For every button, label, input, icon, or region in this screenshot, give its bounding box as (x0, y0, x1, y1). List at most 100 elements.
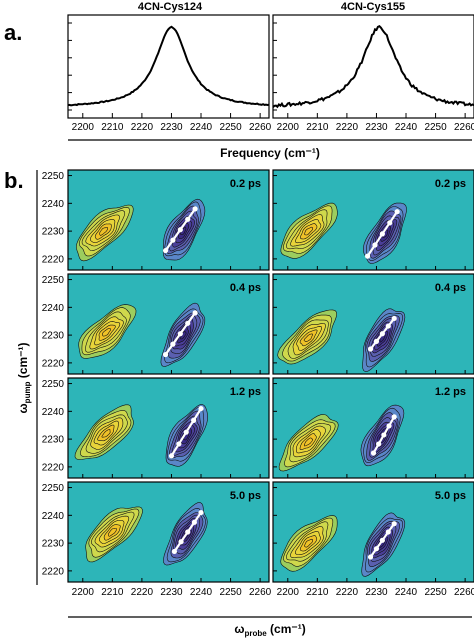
spectrum-xtick-label: 2200 (277, 122, 300, 133)
spectrum-xtick-label: 2240 (190, 122, 213, 133)
positive-peak-contour (99, 227, 109, 236)
probe-xtick-label: 2240 (190, 587, 213, 598)
pump-ytick-label: 2230 (42, 539, 65, 550)
panel-a: a. 4CN-Cys124 4CN-Cys155 2200 2210 2220 223… (4, 1, 474, 160)
center-line-point (170, 237, 176, 243)
center-line-point (176, 441, 182, 447)
pump-ytick-label: 2230 (42, 227, 65, 238)
spectrum-xtick-label: 2250 (219, 122, 242, 133)
probe-xtick-label: 2260 (249, 587, 272, 598)
spectrum-2d-panel: 1.2 ps (272, 377, 474, 479)
pump-ytick-label: 2250 (42, 275, 65, 286)
probe-axis-subscript: probe (244, 629, 267, 638)
spectrum-2d-frame (67, 273, 270, 375)
center-line-point (185, 216, 191, 222)
spectrum-2d-frame (272, 169, 474, 271)
center-line-point (183, 429, 189, 435)
center-line-point (162, 247, 169, 254)
spectrum-line-left (67, 25, 270, 107)
waiting-time-label: 0.2 ps (435, 178, 466, 190)
center-line-point (372, 242, 378, 248)
panel-b-plots: 0.2 ps 2220 2230 2240 2250 0.2 ps 0.4 ps 2220 22… (42, 169, 474, 598)
spectrum-xtick-label: 2230 (160, 122, 183, 133)
pump-ytick-label: 2220 (42, 566, 65, 577)
pump-ytick-label: 2250 (42, 483, 65, 494)
spectrum-xtick-label: 2260 (249, 122, 272, 133)
pump-ytick-label: 2220 (42, 358, 65, 369)
pump-axis-unit: (cm⁻¹) (16, 343, 30, 382)
spectrum-2d-frame (272, 273, 474, 375)
spectrum-xtick-label: 2240 (395, 122, 418, 133)
panel-b: b. ωpump (cm⁻¹) 0.2 ps22202230224022500.… (4, 168, 474, 638)
center-line-point (391, 315, 397, 322)
spectrum-line-right (272, 24, 474, 109)
positive-peak-contour (108, 528, 117, 537)
negative-peak-contour (180, 226, 187, 235)
spectrum-xtick-label: 2230 (365, 122, 388, 133)
center-line-point (386, 423, 392, 429)
probe-xtick-label: 2250 (424, 587, 447, 598)
pump-ytick-label: 2230 (42, 331, 65, 342)
center-line-point (364, 253, 371, 259)
center-line-point (385, 323, 391, 329)
negative-peak-contour (180, 331, 187, 340)
spectrum-title-right: 4CN-Cys155 (341, 1, 405, 13)
spectrum-2d-frame (67, 377, 270, 479)
center-line-point (170, 341, 176, 347)
spectrum-2d-panel: 0.2 ps 2220 2230 2240 2250 (42, 169, 270, 271)
center-line-point (178, 539, 184, 545)
center-line-point (185, 529, 191, 535)
probe-xtick-label: 2200 (72, 587, 95, 598)
spectrum-xtick-label: 2200 (72, 122, 95, 133)
center-line-point (379, 331, 385, 337)
positive-peak-contour (303, 333, 313, 343)
pump-ytick-label: 2220 (42, 254, 65, 265)
center-line-point (198, 509, 204, 516)
pump-ytick-label: 2250 (42, 171, 65, 182)
center-line-point (373, 546, 380, 552)
probe-xtick-label: 2240 (395, 587, 418, 598)
spectrum-2d-frame (272, 377, 474, 479)
probe-xtick-label: 2220 (336, 587, 359, 598)
probe-xtick-label: 2230 (365, 587, 388, 598)
center-line-point (192, 310, 198, 316)
waiting-time-label: 1.2 ps (435, 386, 466, 398)
spectrum-frame-right (272, 14, 474, 119)
pump-axis-subscript: pump (23, 381, 32, 403)
center-line-point (385, 529, 391, 535)
pump-axis-label: ωpump (cm⁻¹) (16, 343, 32, 414)
center-line-point (367, 554, 374, 560)
positive-peak-contour (304, 226, 314, 236)
spectrum-xtick-label: 2260 (454, 122, 474, 133)
frequency-axis-label: Frequency (cm⁻¹) (220, 146, 320, 160)
center-line-point (162, 351, 169, 358)
spectrum-2d-panel: 5.0 ps 2220 2230 2240 2250 2200 2210 2220 2230 22… (42, 481, 272, 598)
spectrum-xtick-label: 2210 (306, 122, 329, 133)
positive-peak-contour (303, 437, 314, 447)
spectrum-xtick-label: 2220 (131, 122, 154, 133)
panel-a-ticks: 2200 2210 2220 2230 2240 2250 2260 2200 2210 2220… (68, 22, 474, 133)
center-line-point (391, 414, 397, 420)
pump-axis-symbol: ω (16, 403, 30, 413)
center-line-point (177, 227, 183, 233)
probe-axis-label: ωprobe (cm⁻¹) (234, 622, 305, 638)
center-line-point (391, 521, 397, 527)
spectrum-2d-panel: 0.2 ps (272, 169, 474, 271)
positive-peak-contour (304, 538, 313, 548)
spectrum-2d-frame (67, 481, 270, 583)
center-line-point (191, 417, 197, 423)
center-line-point (185, 320, 191, 326)
center-line-point (394, 209, 400, 215)
spectrum-2d-panel: 1.2 ps 2220 2230 2240 2250 (42, 377, 270, 479)
pump-ytick-label: 2240 (42, 199, 65, 210)
pump-ytick-label: 2220 (42, 462, 65, 473)
center-line-point (370, 450, 377, 456)
center-line-point (373, 338, 380, 344)
probe-axis-unit: (cm⁻¹) (267, 622, 306, 636)
spectrum-frame-left (67, 14, 270, 119)
spectrum-2d-panel: 0.4 ps 2220 2230 2240 2250 (42, 273, 270, 375)
pump-ytick-label: 2240 (42, 303, 65, 314)
spectrum-title-left: 4CN-Cys124 (138, 1, 203, 13)
pump-ytick-label: 2250 (42, 379, 65, 390)
